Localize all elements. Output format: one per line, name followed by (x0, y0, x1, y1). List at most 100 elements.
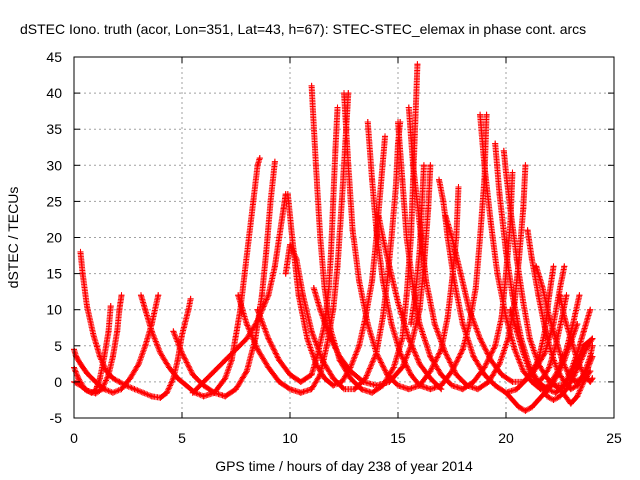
data-point (526, 368, 533, 375)
data-point (88, 389, 95, 396)
data-point (341, 90, 347, 97)
data-point (522, 162, 529, 169)
data-point (321, 375, 328, 382)
data-point (412, 118, 419, 125)
data-point (487, 357, 494, 364)
data-point (312, 360, 319, 367)
data-point (533, 263, 540, 270)
data-point (442, 212, 449, 219)
data-point (483, 111, 490, 118)
data-point (265, 292, 272, 299)
data-point (544, 393, 551, 400)
data-point (444, 313, 451, 320)
data-point (416, 360, 423, 367)
data-point (271, 263, 278, 270)
data-point (582, 346, 589, 353)
data-point (369, 389, 376, 396)
series-6 (189, 191, 289, 396)
data-point (427, 386, 434, 393)
data-point (535, 360, 542, 367)
data-point (276, 234, 283, 241)
data-point (384, 371, 391, 378)
data-point (520, 368, 527, 375)
data-point (395, 118, 401, 125)
data-point (399, 176, 406, 183)
data-point (550, 396, 557, 403)
data-point (245, 234, 252, 241)
data-point (494, 270, 501, 277)
data-point (427, 375, 434, 382)
data-point (513, 386, 520, 393)
data-point (552, 335, 559, 342)
data-point (418, 205, 425, 212)
data-marks (71, 61, 596, 414)
data-point (364, 118, 371, 125)
data-point (472, 285, 479, 292)
x-axis-label: GPS time / hours of day 238 of year 2014 (215, 458, 473, 474)
data-point (546, 364, 553, 371)
data-point (79, 270, 86, 277)
data-point (569, 375, 576, 382)
data-point (185, 306, 192, 313)
data-point (254, 162, 261, 169)
data-point (295, 292, 302, 299)
data-point (474, 386, 481, 393)
x-tick-label: 25 (606, 430, 622, 446)
data-point (554, 371, 561, 378)
y-tick-label: 15 (46, 266, 62, 282)
series-27 (537, 335, 596, 403)
data-point (105, 371, 112, 378)
data-point (308, 328, 315, 335)
data-point (276, 357, 283, 364)
data-point (347, 375, 354, 382)
data-point (513, 328, 520, 335)
data-point (425, 205, 432, 212)
data-point (589, 335, 596, 342)
data-point (379, 313, 386, 320)
data-point (118, 386, 125, 393)
data-point (388, 234, 395, 241)
data-point (470, 353, 477, 360)
data-point (492, 342, 499, 349)
data-point (345, 162, 352, 169)
data-point (481, 371, 488, 378)
data-point (576, 360, 583, 367)
data-point (563, 386, 570, 393)
data-point (427, 162, 434, 169)
data-point (466, 306, 473, 313)
data-point (459, 386, 466, 393)
data-point (535, 292, 542, 299)
x-tick-label: 5 (178, 430, 186, 446)
data-point (539, 285, 546, 292)
data-point (377, 183, 384, 190)
data-point (222, 393, 229, 400)
data-point (388, 321, 395, 328)
data-point (503, 313, 509, 320)
data-point (254, 306, 261, 313)
data-point (427, 353, 434, 360)
data-point (561, 378, 568, 385)
data-point (466, 321, 473, 328)
data-point (399, 335, 406, 342)
data-point (118, 292, 125, 299)
data-point (330, 382, 337, 389)
data-point (334, 104, 341, 111)
data-point (487, 220, 494, 227)
data-point (561, 357, 568, 364)
data-point (589, 353, 596, 360)
data-point (330, 198, 337, 205)
data-point (395, 382, 401, 389)
data-point (170, 328, 177, 335)
data-point (250, 198, 257, 205)
data-point (211, 389, 218, 396)
data-point (189, 371, 196, 378)
data-point (256, 155, 263, 162)
data-point (308, 82, 315, 89)
data-point (507, 306, 514, 313)
data-point (243, 368, 250, 375)
data-point (265, 335, 272, 342)
data-point (496, 191, 503, 198)
data-point (528, 256, 535, 263)
data-point (496, 360, 503, 367)
data-point (522, 407, 529, 414)
